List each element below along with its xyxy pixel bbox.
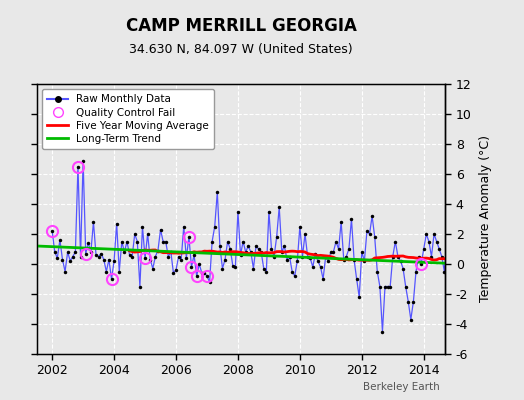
Text: 34.630 N, 84.097 W (United States): 34.630 N, 84.097 W (United States) — [129, 44, 353, 56]
Y-axis label: Temperature Anomaly (°C): Temperature Anomaly (°C) — [478, 136, 492, 302]
Text: CAMP MERRILL GEORGIA: CAMP MERRILL GEORGIA — [126, 17, 356, 35]
Legend: Raw Monthly Data, Quality Control Fail, Five Year Moving Average, Long-Term Tren: Raw Monthly Data, Quality Control Fail, … — [42, 89, 214, 149]
Text: Berkeley Earth: Berkeley Earth — [364, 382, 440, 392]
